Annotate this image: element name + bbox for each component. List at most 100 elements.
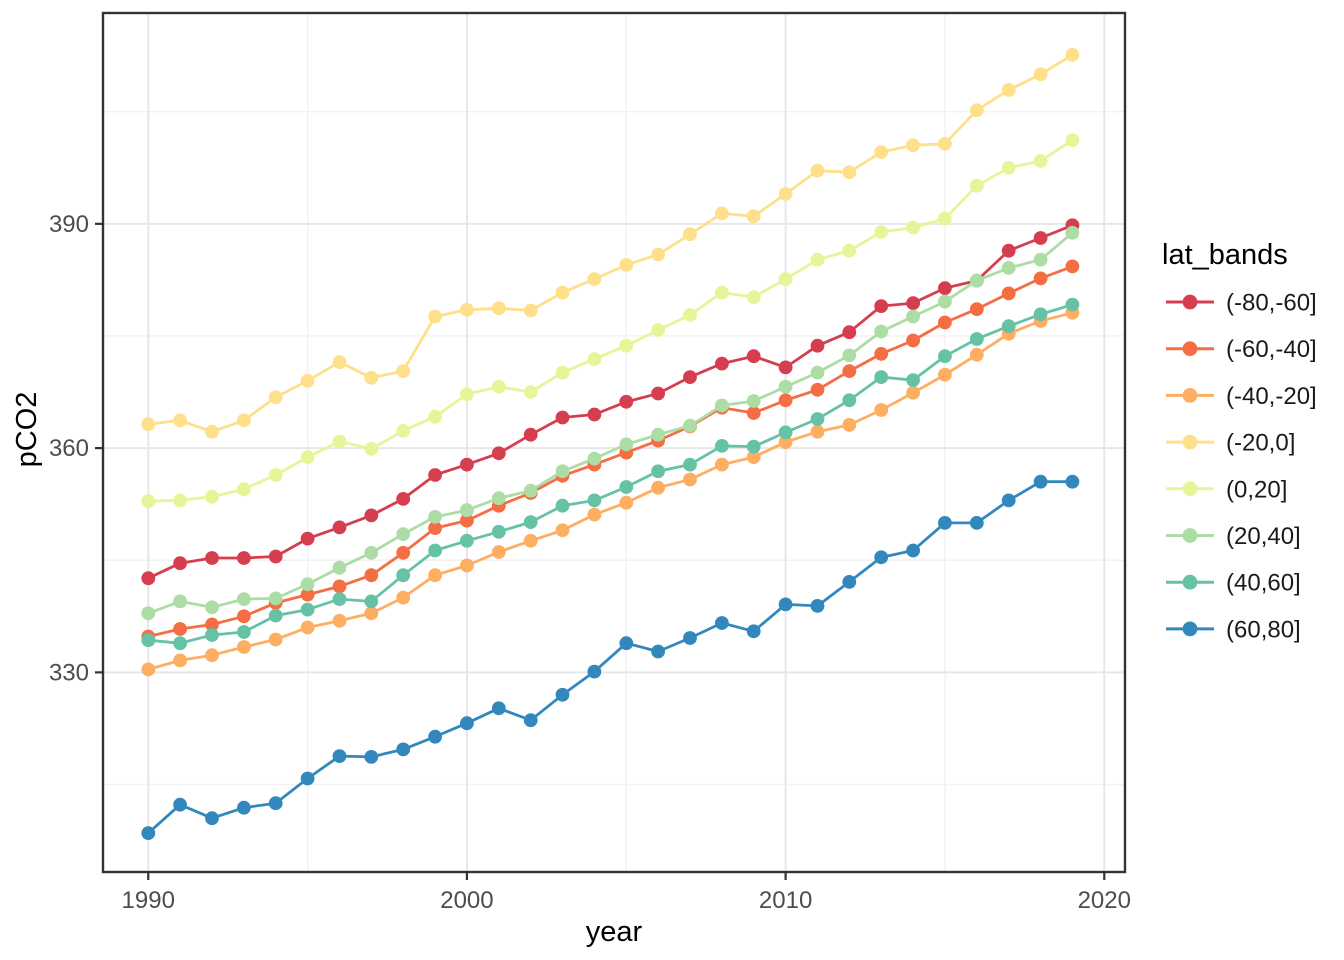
data-point [842,364,857,378]
data-point [778,360,793,375]
legend-item: (40,60] [1166,570,1301,597]
data-point [460,716,474,731]
data-point [491,701,506,716]
data-point [778,272,793,286]
data-point [810,163,825,178]
data-point [364,568,379,583]
data-point [938,367,952,382]
data-point [938,281,952,295]
data-point [460,513,474,528]
data-point [173,594,188,609]
data-point [1033,474,1048,489]
data-point [619,394,634,409]
data-point [555,687,570,702]
y-axis-title: pCO2 [11,392,43,468]
data-point [523,385,538,399]
data-point [778,393,793,408]
data-point [141,606,156,621]
data-point [237,640,251,654]
data-point [555,365,570,380]
data-point [300,373,315,388]
data-point [587,352,602,366]
data-point [332,434,347,449]
legend-item: (-20,0] [1166,430,1295,457]
data-point [523,427,538,442]
data-point [396,742,411,757]
data-point [332,592,347,606]
data-point [491,379,506,394]
data-point [205,811,219,826]
data-point [938,349,952,364]
data-point [969,103,984,118]
data-point [906,296,920,310]
data-point [205,551,219,565]
legend-item-label: (20,40] [1226,523,1301,550]
data-point [1065,225,1080,240]
data-point [969,302,984,316]
data-point [842,418,857,432]
data-point [460,302,474,317]
data-point [141,494,156,509]
data-point [141,662,156,677]
data-point [683,631,697,645]
legend-item: (-60,-40] [1166,336,1317,363]
data-point [969,273,984,288]
data-point [491,524,506,539]
data-point [173,493,188,508]
data-point [587,407,602,422]
data-point [428,521,442,535]
x-tick-label: 2000 [440,887,493,914]
data-point [778,435,793,449]
data-point [619,338,634,353]
series-6080 [141,474,1080,840]
data-point [205,648,219,663]
data-point [906,220,920,235]
data-point [969,516,984,530]
data-point [778,425,793,440]
data-point [969,178,984,193]
data-point [874,145,889,160]
data-point [1001,243,1016,258]
data-point [938,315,952,330]
data-point [683,418,697,433]
data-point [268,632,283,647]
data-point [810,252,825,267]
data-point [173,797,188,812]
data-point [460,387,474,402]
data-point [587,493,602,508]
data-point [938,294,952,309]
data-point [619,258,634,272]
legend-key-point-icon [1182,574,1198,590]
data-point [428,409,442,424]
data-point [1033,271,1048,286]
data-point [1033,307,1048,322]
data-point [332,355,347,369]
legend-item-label: (60,80] [1226,616,1301,643]
data-point [810,412,825,426]
data-point [173,622,188,636]
data-point [332,749,347,763]
data-point [587,272,602,286]
legend-key-point-icon [1182,481,1198,497]
data-point [491,446,506,461]
data-point [237,800,251,815]
data-point [523,713,538,728]
data-point [746,209,761,224]
data-point [237,592,251,606]
data-point [428,468,442,482]
legend-item-label: (-60,-40] [1226,336,1317,363]
data-point [969,347,984,362]
data-point [810,424,825,439]
data-point [906,309,920,324]
data-point [555,523,570,538]
data-point [651,323,665,337]
series--80-60 [141,218,1080,586]
data-point [237,625,251,639]
data-point [205,617,219,632]
data-point [1033,67,1048,82]
data-point [810,365,825,380]
data-point [300,450,315,464]
data-point [523,483,538,498]
data-point [555,410,570,425]
